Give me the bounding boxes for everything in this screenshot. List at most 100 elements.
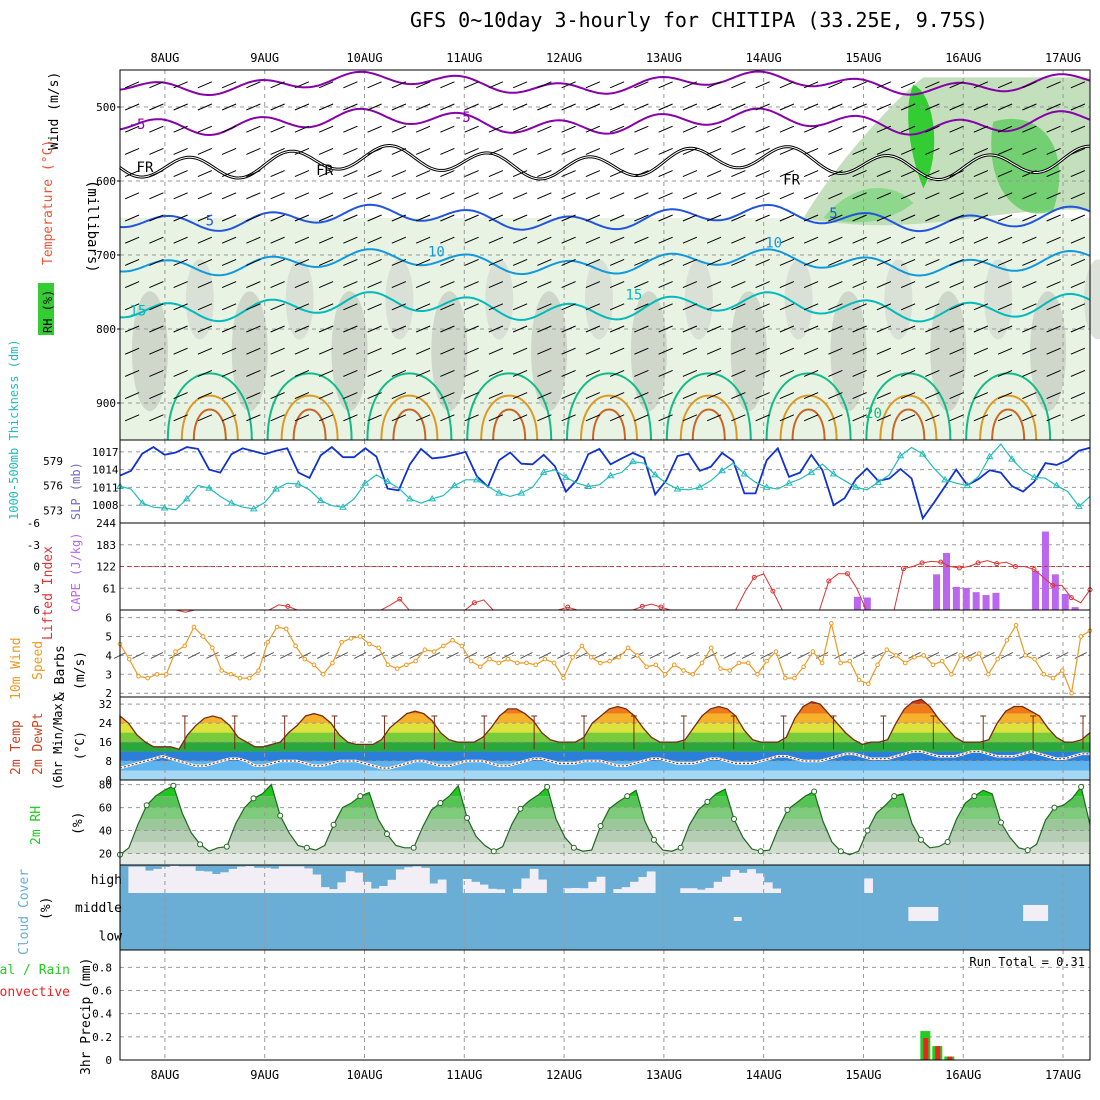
wind-barb <box>415 214 431 222</box>
wind-barb <box>779 214 795 222</box>
wind-barb <box>391 214 407 222</box>
wind-barb <box>876 303 892 311</box>
wind-barb <box>221 125 237 133</box>
rh-saturated-area <box>991 118 1060 214</box>
wind-barb <box>124 125 140 133</box>
wind-barb <box>1022 369 1037 377</box>
cloud-high-bar <box>186 866 196 893</box>
wind-barb <box>318 192 334 200</box>
contour-label: 15 <box>626 287 643 303</box>
wind-barb <box>246 147 261 155</box>
wind-point <box>1032 656 1037 662</box>
wind-barb <box>391 103 407 111</box>
cloud-middle-bar <box>908 907 939 921</box>
wind-barb <box>391 369 407 377</box>
wind-barb <box>124 325 140 333</box>
li-point <box>938 559 944 565</box>
rh-band <box>120 830 1090 843</box>
wind-barb <box>828 103 843 111</box>
bl-contour <box>180 394 239 441</box>
wind-barb <box>1070 192 1086 200</box>
wind-barb <box>1070 258 1086 266</box>
wind-barb <box>1070 347 1086 355</box>
wind-point <box>561 675 566 681</box>
y-axis-label: 2m Temp <box>9 720 24 775</box>
panel-frames <box>119 69 1091 1061</box>
wind-barb <box>755 192 770 200</box>
wind-barb <box>755 125 770 133</box>
y-tick-label: 0 <box>105 1054 112 1067</box>
wind-barb <box>1046 147 1061 155</box>
wind-barb <box>294 214 310 222</box>
wind-barb <box>585 125 601 133</box>
x-tick-label-top: 16AUG <box>945 51 981 65</box>
freezing-line-inner <box>119 144 1090 180</box>
wind-barb <box>731 303 746 311</box>
thickness-point <box>205 484 214 491</box>
wind-point <box>792 675 797 681</box>
wind-barb <box>221 347 237 355</box>
rh-point <box>170 782 177 789</box>
wind-barb <box>834 651 847 659</box>
wind-barb <box>973 236 989 244</box>
wind-barb <box>270 81 285 89</box>
wind-barb <box>488 347 504 355</box>
thickness-point <box>628 457 637 465</box>
legend-temperature: Temperature (°C) <box>41 140 56 265</box>
wind-barb <box>124 103 140 111</box>
y-axis-label: & Barbs <box>53 645 68 700</box>
thickness-point <box>941 475 949 483</box>
wind-barb <box>1070 125 1086 133</box>
cloud-high-bar <box>203 871 213 893</box>
cloud-high-bar <box>220 872 230 893</box>
x-tick-label-bottom: 15AUG <box>845 1068 881 1082</box>
wind-barb <box>415 236 431 244</box>
thickness-point <box>1074 502 1083 509</box>
contour-label: -5 <box>129 117 146 133</box>
wind-barb <box>949 125 964 133</box>
wind-barb <box>658 236 673 244</box>
rh-point <box>864 827 871 834</box>
wind-barb <box>797 651 810 659</box>
wind-barb <box>1070 214 1086 222</box>
cloud-high-bar <box>864 878 873 893</box>
wind-barb <box>537 281 552 289</box>
wind-barb <box>464 392 479 400</box>
wind-barb <box>828 125 843 133</box>
wind-barb <box>335 651 348 659</box>
wind-barb <box>949 303 964 311</box>
wind-barb <box>221 303 237 311</box>
wind-barb <box>668 651 681 659</box>
wind-barb <box>609 392 625 400</box>
bl-contour <box>380 394 439 441</box>
wind-point <box>228 672 234 677</box>
wind-point <box>579 643 585 649</box>
wind-barb <box>1022 170 1037 178</box>
temp-line <box>119 698 1091 780</box>
contour-label: 5 <box>829 206 837 222</box>
wind-barb <box>488 125 504 133</box>
wind-barb <box>197 347 213 355</box>
precip-conv-bar <box>935 1046 941 1060</box>
rh-point <box>971 793 978 800</box>
wind-barb <box>1022 81 1037 89</box>
wind-barb <box>124 170 140 178</box>
wind-point <box>514 660 520 666</box>
wind-barb <box>731 192 746 200</box>
bl-contour <box>691 408 726 441</box>
wind-barb <box>246 170 261 178</box>
thickness-point <box>807 468 816 475</box>
wind-barb <box>900 170 916 178</box>
wind-barb <box>343 347 358 355</box>
cloud-high-bar <box>630 881 639 893</box>
wind-barb <box>585 147 601 155</box>
thickness-point <box>963 481 972 489</box>
wind-barb <box>900 369 916 377</box>
wind-point <box>330 660 335 666</box>
wind-barb <box>682 192 698 200</box>
y-axis-label: (%) <box>71 812 86 835</box>
thickness-point <box>673 484 682 492</box>
wind-barb <box>149 170 164 178</box>
wind-barb <box>367 103 382 111</box>
contour-label: FR <box>137 160 154 176</box>
